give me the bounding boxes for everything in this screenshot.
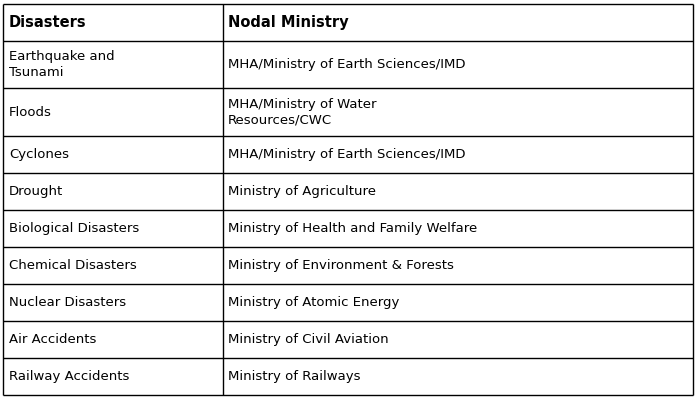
Text: Air Accidents: Air Accidents (9, 333, 97, 346)
Text: Biological Disasters: Biological Disasters (9, 222, 139, 235)
Text: Floods: Floods (9, 106, 52, 119)
Text: Ministry of Railways: Ministry of Railways (228, 370, 361, 383)
Text: MHA/Ministry of Water
Resources/CWC: MHA/Ministry of Water Resources/CWC (228, 98, 377, 126)
Text: Disasters: Disasters (9, 15, 87, 30)
Text: Nodal Ministry: Nodal Ministry (228, 15, 349, 30)
Text: MHA/Ministry of Earth Sciences/IMD: MHA/Ministry of Earth Sciences/IMD (228, 58, 466, 71)
Text: Ministry of Civil Aviation: Ministry of Civil Aviation (228, 333, 389, 346)
Text: Ministry of Health and Family Welfare: Ministry of Health and Family Welfare (228, 222, 477, 235)
Text: MHA/Ministry of Earth Sciences/IMD: MHA/Ministry of Earth Sciences/IMD (228, 148, 466, 161)
Text: Ministry of Atomic Energy: Ministry of Atomic Energy (228, 296, 400, 309)
Text: Nuclear Disasters: Nuclear Disasters (9, 296, 126, 309)
Text: Earthquake and
Tsunami: Earthquake and Tsunami (9, 51, 115, 79)
Text: Ministry of Agriculture: Ministry of Agriculture (228, 185, 376, 198)
Text: Ministry of Environment & Forests: Ministry of Environment & Forests (228, 259, 454, 272)
Text: Chemical Disasters: Chemical Disasters (9, 259, 137, 272)
Text: Railway Accidents: Railway Accidents (9, 370, 129, 383)
Text: Cyclones: Cyclones (9, 148, 69, 161)
Text: Drought: Drought (9, 185, 63, 198)
